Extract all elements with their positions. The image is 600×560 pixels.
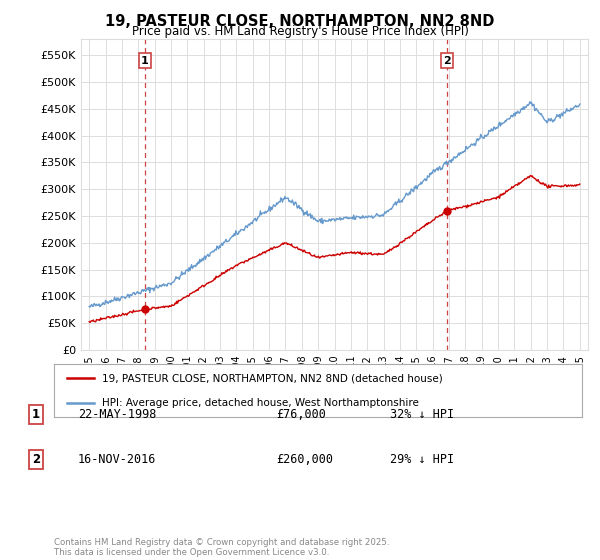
Text: Contains HM Land Registry data © Crown copyright and database right 2025.
This d: Contains HM Land Registry data © Crown c… [54,538,389,557]
Text: 32% ↓ HPI: 32% ↓ HPI [390,408,454,421]
Text: 1: 1 [32,408,40,421]
Text: 22-MAY-1998: 22-MAY-1998 [78,408,157,421]
Text: 1: 1 [141,55,148,66]
Text: 2: 2 [32,452,40,466]
Text: 29% ↓ HPI: 29% ↓ HPI [390,452,454,466]
Text: HPI: Average price, detached house, West Northamptonshire: HPI: Average price, detached house, West… [101,398,418,408]
Text: 16-NOV-2016: 16-NOV-2016 [78,452,157,466]
Text: £76,000: £76,000 [276,408,326,421]
Text: 2: 2 [443,55,451,66]
Text: Price paid vs. HM Land Registry's House Price Index (HPI): Price paid vs. HM Land Registry's House … [131,25,469,38]
Text: 19, PASTEUR CLOSE, NORTHAMPTON, NN2 8ND: 19, PASTEUR CLOSE, NORTHAMPTON, NN2 8ND [106,14,494,29]
Text: 19, PASTEUR CLOSE, NORTHAMPTON, NN2 8ND (detached house): 19, PASTEUR CLOSE, NORTHAMPTON, NN2 8ND … [101,374,442,384]
Text: £260,000: £260,000 [276,452,333,466]
